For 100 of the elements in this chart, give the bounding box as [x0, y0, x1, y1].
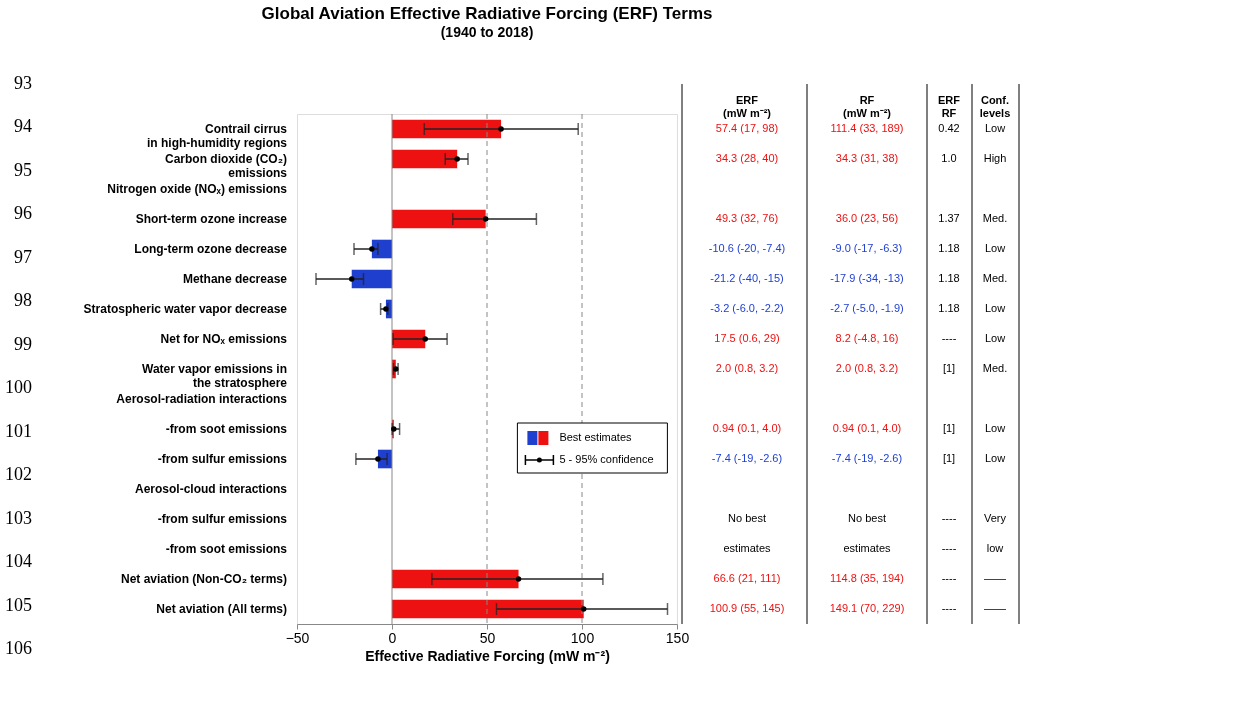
text: ——: [984, 602, 1006, 614]
text: 96: [14, 203, 32, 224]
text: High: [983, 152, 1007, 164]
text: 0.94 (0.1, 4.0): [832, 422, 902, 434]
text: 17.5 (0.6, 29): [714, 332, 780, 344]
y-tick-label: Carbon dioxide (CO₂) emissions: [165, 152, 288, 180]
text: ERF RF: [938, 94, 961, 119]
x-tick-label: 0: [388, 629, 397, 646]
text: -10.6 (-20, -7.4): [708, 242, 786, 254]
text: Low: [984, 332, 1006, 344]
text: -7.4 (-19, -2.6): [831, 452, 903, 464]
y-tick-label: Methane decrease: [182, 272, 288, 286]
text: Very: [983, 512, 1007, 524]
text: 0.42: [938, 122, 960, 134]
text: RF (mW m⁻²): [843, 94, 892, 119]
y-tick-label: Aerosol-cloud interactions: [134, 482, 288, 496]
y-tick-label: Net aviation (All terms): [156, 602, 287, 616]
x-tick-label: −50: [285, 629, 310, 646]
text: Med.: [982, 362, 1008, 374]
x-tick-label: 150: [665, 629, 690, 646]
y-tick-label: Net for NOₓ emissions: [160, 332, 288, 346]
y-tick-label: Nitrogen oxide (NOₓ) emissions: [107, 182, 288, 196]
text: Med.: [982, 212, 1008, 224]
text: ----: [941, 602, 957, 614]
annotation: 5 - 95% confidence: [559, 453, 654, 465]
text: 105: [5, 594, 32, 615]
text: No best: [848, 512, 886, 524]
chart-subtitle: (1940 to 2018): [440, 24, 534, 40]
y-tick-label: -from sulfur emissions: [157, 512, 288, 526]
chart-title: Global Aviation Effective Radiative Forcing (ERF) Terms: [261, 4, 713, 23]
text: -17.9 (-34, -13): [830, 272, 904, 284]
text: 1.18: [938, 272, 960, 284]
text: 97: [14, 246, 32, 267]
x-tick-label: 100: [570, 629, 595, 646]
text: 34.3 (28, 40): [715, 152, 779, 164]
text: estimates: [843, 542, 892, 554]
text: [1]: [942, 362, 956, 374]
text: 2.0 (0.8, 3.2): [835, 362, 899, 374]
text: 149.1 (70, 229): [829, 602, 905, 614]
text: Conf. levels: [979, 94, 1011, 119]
text: -7.4 (-19, -2.6): [711, 452, 783, 464]
y-tick-label: -from soot emissions: [165, 542, 288, 556]
text: 0.94 (0.1, 4.0): [712, 422, 782, 434]
y-tick-label: Contrail cirrus in high-humidity regions: [147, 122, 288, 150]
text: [1]: [942, 422, 956, 434]
text: 2.0 (0.8, 3.2): [715, 362, 779, 374]
text: 101: [5, 420, 32, 441]
text: ERF (mW m⁻²): [723, 94, 772, 119]
text: 103: [5, 507, 32, 528]
y-tick-label: -from soot emissions: [165, 422, 288, 436]
text: Low: [984, 122, 1006, 134]
text: 1.0: [941, 152, 957, 164]
text: Low: [984, 302, 1006, 314]
text: Low: [984, 452, 1006, 464]
y-tick-label: Water vapor emissions in the stratosphere: [142, 362, 288, 390]
text: -21.2 (-40, -15): [710, 272, 784, 284]
text: 36.0 (23, 56): [835, 212, 899, 224]
text: 100.9 (55, 145): [709, 602, 785, 614]
text: estimates: [723, 542, 771, 554]
text: 94: [14, 116, 32, 137]
legend-label: Best estimates: [559, 431, 633, 443]
text: 114.8 (35, 194): [830, 572, 904, 584]
text: -3.2 (-6.0, -2.2): [710, 302, 784, 314]
text: ——: [984, 572, 1006, 584]
text: [1]: [942, 452, 956, 464]
y-tick-label: Stratospheric water vapor decrease: [83, 302, 288, 316]
text: 100: [5, 377, 32, 398]
text: 106: [5, 638, 32, 658]
text: 99: [14, 333, 32, 354]
text: 1.18: [938, 242, 960, 254]
text: 34.3 (31, 38): [835, 152, 899, 164]
text: 93: [14, 73, 32, 93]
text: -9.0 (-17, -6.3): [831, 242, 903, 254]
text: ----: [941, 542, 957, 554]
text: No best: [728, 512, 766, 524]
text: Low: [984, 242, 1006, 254]
y-tick-label: Aerosol-radiation interactions: [116, 392, 288, 406]
text: Med.: [982, 272, 1008, 284]
text: ----: [941, 572, 957, 584]
text: 66.6 (21, 111): [713, 572, 781, 584]
text: ----: [941, 332, 957, 344]
text: 95: [14, 159, 32, 180]
text: ----: [941, 512, 957, 524]
x-tick-label: 50: [479, 629, 496, 646]
text: 102: [5, 464, 32, 485]
text: Low: [984, 422, 1006, 434]
text: 111.4 (33, 189): [830, 122, 904, 134]
text: 104: [5, 551, 32, 572]
text: 57.4 (17, 98): [715, 122, 779, 134]
y-tick-label: Net aviation (Non-CO₂ terms): [120, 572, 287, 586]
y-tick-label: Long-term ozone decrease: [134, 242, 288, 256]
y-tick-label: Short-term ozone increase: [135, 212, 288, 226]
text: 8.2 (-4.8, 16): [835, 332, 899, 344]
text: 98: [14, 290, 32, 311]
y-tick-label: -from sulfur emissions: [157, 452, 288, 466]
text: 49.3 (32, 76): [715, 212, 779, 224]
text: 1.18: [938, 302, 960, 314]
text: 1.37: [938, 212, 960, 224]
x-axis-title: Effective Radiative Forcing (mW m⁻²): [365, 647, 610, 664]
text: -2.7 (-5.0, -1.9): [830, 302, 904, 314]
